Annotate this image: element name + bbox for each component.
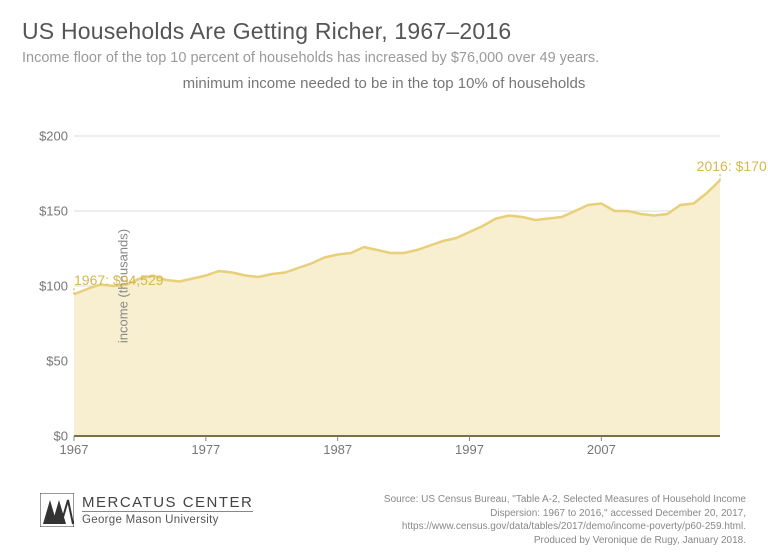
x-tick-label: 1997: [455, 442, 484, 457]
y-tick-label: $200: [39, 129, 68, 144]
x-tick-label: 1967: [60, 442, 89, 457]
page-title: US Households Are Getting Richer, 1967–2…: [22, 18, 746, 45]
callout-label: 1967: $94,529: [74, 272, 164, 288]
logo-line1: MERCATUS CENTER: [82, 494, 253, 511]
mercatus-logo: MERCATUS CENTER George Mason University: [40, 493, 253, 527]
chart-subtitle: minimum income needed to be in the top 1…: [22, 75, 746, 92]
logo-icon: [40, 493, 74, 527]
area-chart: income (thousands) $0$50$100$150$2001967…: [74, 136, 768, 436]
x-tick-label: 1987: [323, 442, 352, 457]
area-fill: [74, 180, 720, 436]
y-tick-label: $100: [39, 279, 68, 294]
subtitle: Income floor of the top 10 percent of ho…: [22, 49, 722, 69]
chart-svg: [74, 136, 720, 436]
y-tick-label: $50: [46, 354, 68, 369]
logo-line2: George Mason University: [82, 511, 253, 526]
source-text: Source: US Census Bureau, "Table A-2, Se…: [384, 493, 746, 547]
callout-label: 2016: $170,536: [697, 158, 768, 174]
y-tick-label: $150: [39, 204, 68, 219]
x-tick-label: 2007: [587, 442, 616, 457]
x-tick-label: 1977: [191, 442, 220, 457]
